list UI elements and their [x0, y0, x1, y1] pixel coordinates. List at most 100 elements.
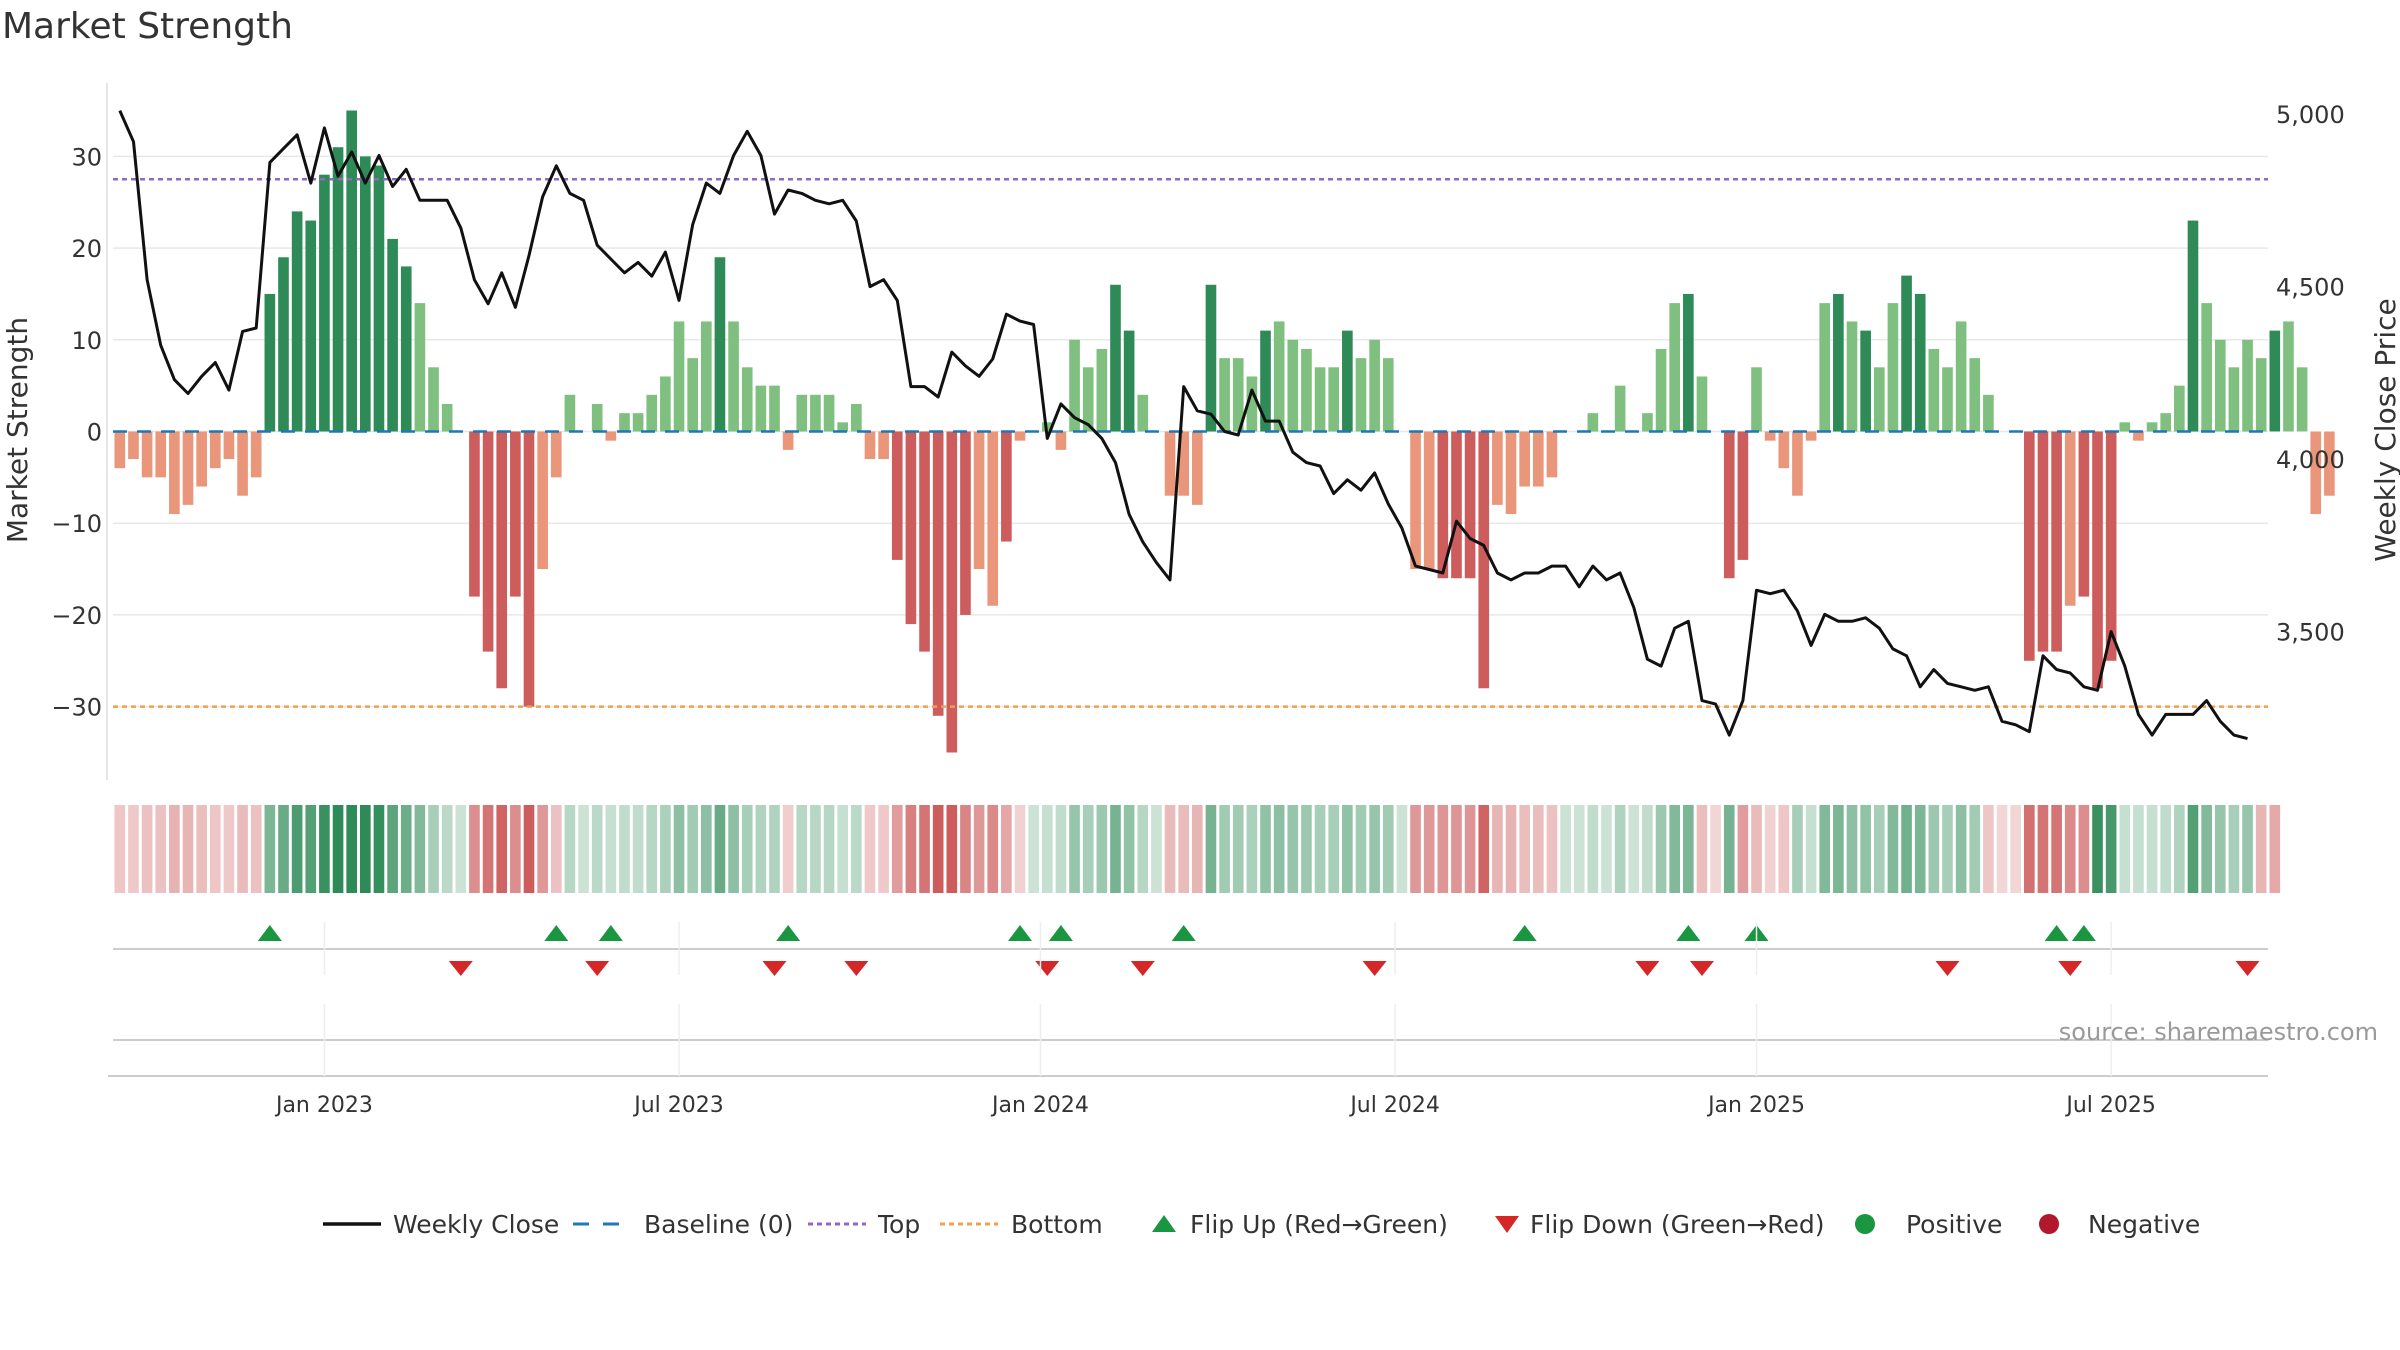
regime-strip-cell	[1710, 805, 1721, 893]
y2-tick-label: 4,000	[2276, 446, 2345, 474]
strength-bar	[1505, 431, 1517, 515]
strength-bar	[1642, 413, 1653, 432]
regime-strip-cell	[891, 805, 903, 893]
regime-strip-cell	[1505, 805, 1517, 893]
strength-bar	[2037, 431, 2049, 652]
strength-bar	[2283, 321, 2294, 432]
weekly-close-line	[118, 109, 2248, 741]
regime-strip-cell	[1955, 805, 1967, 893]
regime-strip-cell	[1819, 805, 1831, 893]
regime-strip-cell	[1260, 805, 1271, 893]
flip-down-marker	[2058, 961, 2083, 976]
regime-strip-cell	[878, 805, 889, 893]
regime-strip-cell	[660, 805, 671, 893]
regime-strip-cell	[264, 805, 276, 893]
flip-up-marker	[1171, 925, 1196, 941]
regime-strip-cell	[1805, 805, 1817, 893]
strength-bar	[1369, 339, 1380, 432]
flip-up-marker	[544, 925, 569, 941]
regime-strip-cell	[1478, 805, 1490, 893]
regime-strip-cell	[796, 805, 808, 893]
strength-bar	[2255, 358, 2267, 432]
strength-bar	[1792, 431, 1803, 496]
flip-down-marker	[448, 961, 473, 976]
strength-bar	[2242, 339, 2253, 432]
strength-bar	[1232, 358, 1244, 432]
regime-strip-cell	[523, 805, 535, 893]
regime-strip-cell	[2255, 805, 2267, 893]
strength-bar	[373, 165, 385, 432]
regime-strip-cell	[2214, 805, 2226, 893]
strength-bar	[619, 413, 630, 432]
strength-bar	[919, 431, 930, 652]
regime-strip-cell	[2269, 805, 2281, 893]
regime-strip-cell	[1519, 805, 1530, 893]
regime-strip-cell	[441, 805, 453, 893]
regime-strip-cell	[1560, 805, 1571, 893]
strength-bar	[1587, 413, 1599, 432]
strength-bar	[223, 431, 235, 460]
regime-strip-cell	[305, 805, 317, 893]
flip-up-marker	[1008, 925, 1033, 941]
regime-strip-cell	[1123, 805, 1135, 893]
flip-down-marker	[1935, 961, 1960, 976]
regime-strip-cell	[1751, 805, 1762, 893]
strength-bar	[2092, 431, 2103, 689]
strength-bar	[1833, 293, 1844, 432]
strength-bar	[782, 431, 794, 450]
regime-strip-cell	[1942, 805, 1953, 893]
regime-strip-cell	[1928, 805, 1940, 893]
regime-strip-cell	[728, 805, 739, 893]
strength-bar	[1669, 303, 1681, 432]
regime-strip-cell	[864, 805, 876, 893]
regime-strip-cell	[1669, 805, 1681, 893]
strength-bar	[960, 431, 971, 615]
y-tick-label: −20	[51, 602, 102, 630]
strength-bar	[428, 367, 439, 432]
strength-bar	[1546, 431, 1558, 478]
flip-down-marker	[844, 961, 869, 976]
regime-strip-cell	[2051, 805, 2062, 893]
strength-bar	[1696, 376, 1708, 432]
regime-strip-cell	[346, 805, 358, 893]
strength-bar	[755, 385, 767, 432]
regime-strip-cell	[1069, 805, 1080, 893]
strength-bar	[196, 431, 207, 487]
strength-bar	[2214, 339, 2226, 432]
strength-bar	[141, 431, 153, 478]
strength-bar	[264, 293, 276, 432]
regime-strip-cell	[1110, 805, 1121, 893]
regime-strip-cell	[550, 805, 562, 893]
strength-bar	[1001, 431, 1012, 542]
strength-bar	[2324, 431, 2335, 496]
regime-strip-cell	[1451, 805, 1462, 893]
regime-strip-cell	[373, 805, 385, 893]
strength-bar	[2051, 431, 2062, 652]
regime-strip-cell	[2105, 805, 2117, 893]
flip-down-marker	[1035, 961, 1060, 976]
strength-bar	[673, 321, 685, 432]
regime-strip-cell	[1219, 805, 1230, 893]
regime-strip-cell	[1273, 805, 1285, 893]
regime-strip-cell	[1342, 805, 1353, 893]
regime-strip-cell	[250, 805, 262, 893]
regime-strip-cell	[496, 805, 508, 893]
legend-swatch-flip-up	[1152, 1215, 1176, 1232]
strength-bar	[1805, 431, 1817, 441]
regime-strip-cell	[1996, 805, 2008, 893]
strength-bar	[1178, 431, 1189, 496]
strength-bar	[346, 110, 358, 432]
strength-bar	[796, 394, 808, 432]
strength-bar	[1382, 358, 1394, 432]
strength-bar	[482, 431, 494, 652]
y-tick-label: 20	[71, 235, 102, 263]
strength-bar	[1737, 431, 1749, 560]
regime-strip-cell	[1096, 805, 1108, 893]
strength-bar	[182, 431, 194, 505]
regime-strip-cell	[2187, 805, 2199, 893]
strength-bar	[2296, 367, 2308, 432]
legend-label: Weekly Close	[393, 1210, 559, 1239]
regime-strip-cell	[1573, 805, 1585, 893]
strength-bar	[646, 394, 658, 432]
regime-strip-cell	[1055, 805, 1067, 893]
